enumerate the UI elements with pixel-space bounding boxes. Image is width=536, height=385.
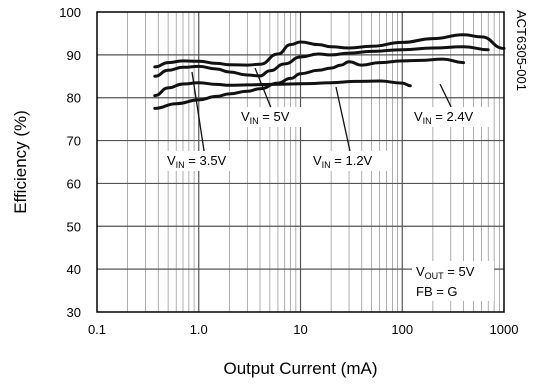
series-label-leader (439, 83, 452, 108)
x-tick-label: 0.1 (88, 322, 106, 337)
series-line (153, 45, 490, 78)
y-tick-label: 100 (59, 5, 81, 20)
series-label-leader (335, 86, 351, 152)
y-tick-label: 30 (67, 305, 81, 320)
figure-id-label: ACT6305-001 (514, 10, 529, 91)
series-label-leader (191, 71, 205, 152)
series-label: VIN = 3.5V (167, 153, 227, 170)
series-label-bg (411, 107, 493, 127)
y-tick-label: 40 (67, 262, 81, 277)
series-label-bg (238, 107, 305, 127)
y-tick-label: 70 (67, 134, 81, 149)
x-tick-label: 100 (391, 322, 413, 337)
series-label-bg (310, 151, 392, 171)
x-axis-label: Output Current (mA) (224, 359, 378, 378)
annotations: VIN = 1.2V VIN = 2.4V VIN = 3.5V VIN = 5V VO… (164, 67, 494, 301)
x-tick-label: 1000 (490, 322, 519, 337)
x-tick-label: 10 (293, 322, 307, 337)
y-tick-label: 80 (67, 91, 81, 106)
y-tick-label: 50 (67, 219, 81, 234)
series-label: VIN = 2.4V (414, 109, 474, 126)
y-tick-label: 60 (67, 176, 81, 191)
series-label: VIN = 1.2V (313, 153, 373, 170)
series-lines (153, 33, 506, 110)
series-line (153, 33, 506, 69)
conditions-bg (412, 261, 494, 301)
plot-frame (96, 11, 505, 313)
tick-labels: 0.1 1.0 10 100 1000 30 40 50 60 70 80 90 100 (59, 5, 518, 337)
condition-fb: FB = G (416, 284, 458, 299)
condition-vout: VOUT = 5V (416, 264, 475, 281)
series-line (153, 57, 465, 110)
series-label: VIN = 5V (241, 109, 290, 126)
series-label-bg (164, 151, 246, 171)
series-label-leader (254, 67, 272, 108)
y-axis-label: Efficiency (%) (11, 110, 30, 214)
x-tick-label: 1.0 (190, 322, 208, 337)
y-tick-label: 90 (67, 48, 81, 63)
